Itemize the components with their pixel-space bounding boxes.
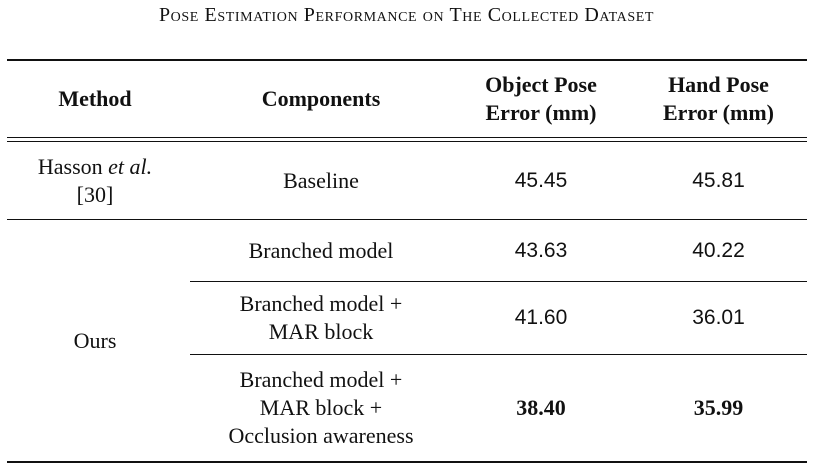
hand-error-full-model: 35.99 — [693, 395, 744, 420]
components-branched-mar: Branched model + MAR block — [239, 291, 403, 344]
hand-error-baseline: 45.81 — [692, 168, 745, 192]
header-object-pose-error: Object Pose Error (mm) — [485, 72, 597, 125]
bottom-rule — [7, 461, 807, 463]
components-baseline: Baseline — [283, 167, 359, 193]
object-error-branched-model: 43.63 — [514, 238, 568, 262]
hand-error-branched-model: 40.22 — [692, 238, 745, 262]
hand-error-branched-mar: 36.01 — [692, 306, 745, 329]
header-method: Method — [58, 86, 132, 111]
header-components: Components — [261, 86, 381, 111]
group-separator-rule — [7, 219, 807, 220]
object-error-branched-mar: 41.60 — [514, 306, 568, 329]
object-error-baseline: 45.45 — [514, 168, 568, 192]
header-rule-2 — [7, 141, 807, 142]
row-separator-rule-2 — [190, 354, 807, 355]
components-branched-mar-occlusion: Branched model + MAR block + Occlusion a… — [228, 367, 414, 448]
top-rule — [7, 59, 807, 61]
header-hand-pose-error: Hand Pose Error (mm) — [663, 72, 774, 125]
header-rule-1 — [7, 137, 807, 138]
row-separator-rule-1 — [190, 281, 807, 282]
object-error-full-model: 38.40 — [516, 395, 566, 420]
components-branched-model: Branched model — [248, 237, 394, 263]
table-caption: Pose Estimation Performance on The Colle… — [158, 4, 655, 26]
method-hasson: Hasson et al. [30] — [37, 153, 153, 207]
method-ours: Ours — [73, 327, 117, 353]
